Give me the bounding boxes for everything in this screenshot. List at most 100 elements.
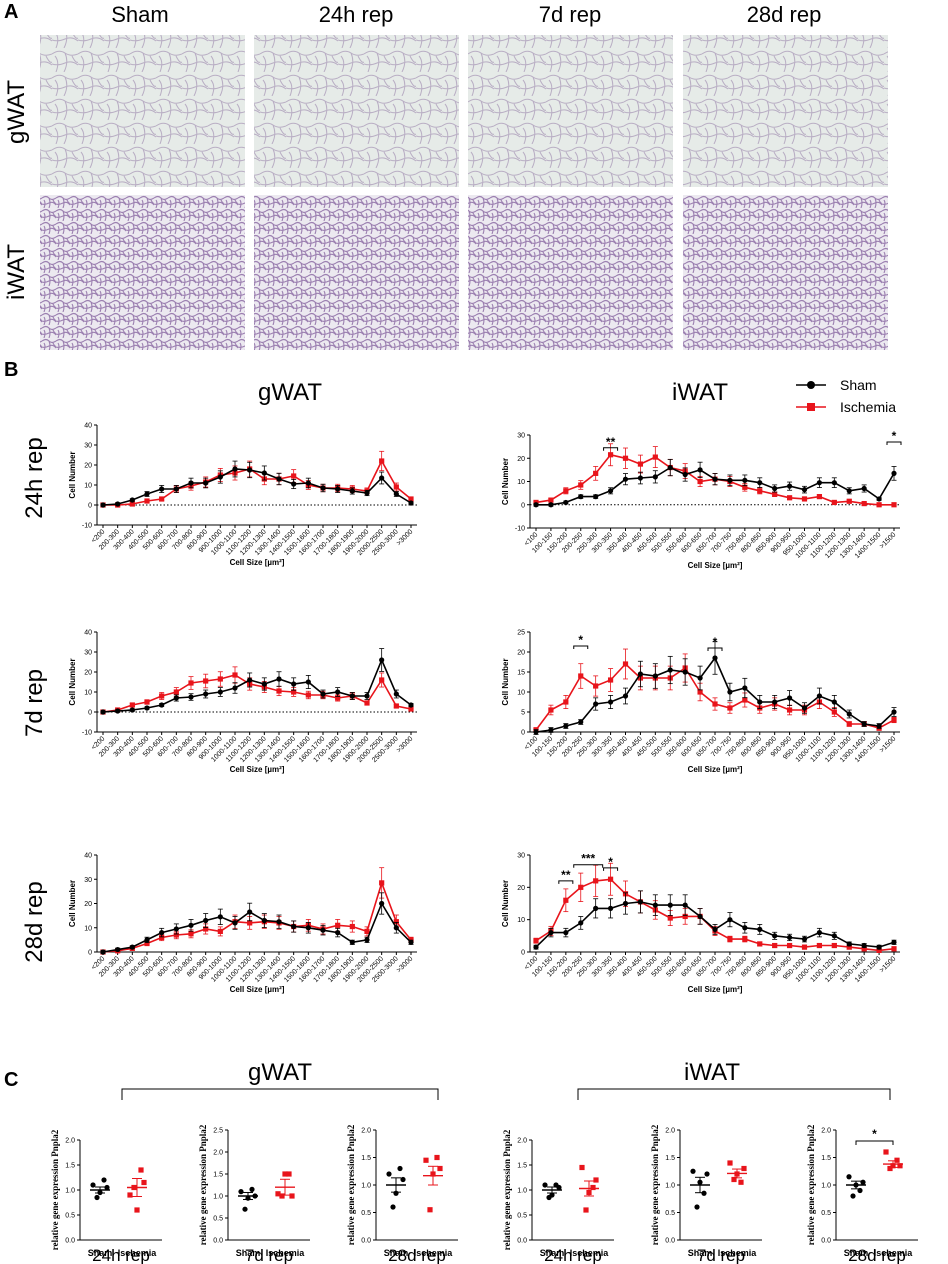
point-sham [232, 920, 238, 926]
point-ischemia [897, 1163, 903, 1169]
point-sham [607, 699, 614, 705]
y-tick-label: 2.0 [65, 1138, 75, 1145]
point-ischemia [578, 884, 584, 890]
point-ischemia [393, 484, 399, 490]
point-ischemia [607, 677, 614, 683]
series-line-sham [102, 901, 412, 953]
point-ischemia [335, 922, 341, 928]
point-sham [393, 925, 399, 931]
point-sham [712, 476, 718, 482]
point-sham [379, 475, 385, 481]
point-ischemia [742, 484, 748, 490]
point-ischemia [159, 934, 165, 941]
point-ischemia [349, 923, 355, 930]
y-tick-label: 1.0 [821, 1183, 831, 1190]
sig-marker: * [578, 633, 583, 647]
point-sham [115, 946, 121, 953]
category-label: Sham [384, 1248, 409, 1258]
point-ischemia [757, 488, 763, 494]
point-ischemia [276, 688, 282, 694]
point-sham [563, 930, 569, 936]
point-ischemia [894, 1157, 900, 1163]
point-ischemia [291, 473, 297, 479]
point-sham [349, 939, 355, 945]
row-label-24h: 24h rep [21, 437, 48, 518]
point-sham [335, 689, 341, 695]
point-sham [542, 1182, 548, 1188]
point-sham [400, 1176, 406, 1183]
col-title-7d: 7d rep [539, 2, 601, 27]
point-ischemia [593, 470, 599, 476]
point-ischemia [159, 693, 165, 699]
point-ischemia [393, 919, 399, 925]
category-label: Sham [236, 1248, 261, 1258]
point-sham [593, 905, 599, 911]
point-ischemia [144, 940, 150, 947]
sig-bracket [855, 1140, 894, 1145]
y-tick-label: -10 [82, 730, 92, 737]
point-ischemia [203, 678, 209, 684]
point-ischemia [282, 1171, 288, 1177]
point-ischemia [144, 699, 150, 705]
point-sham [379, 657, 385, 663]
legend-label-sham: Sham [840, 377, 877, 393]
legend-marker-ischemia [807, 403, 815, 411]
point-ischemia [593, 683, 599, 689]
micrograph-iwat-7d [468, 195, 673, 350]
y-tick-label: 20 [517, 456, 525, 463]
y-tick-label: 2.0 [213, 1150, 223, 1157]
point-sham [850, 1193, 856, 1199]
point-sham [563, 499, 569, 506]
point-sham [667, 667, 673, 673]
y-tick-label: 40 [84, 630, 92, 637]
point-sham [261, 917, 267, 924]
point-ischemia [579, 1164, 585, 1171]
series-line-sham [102, 468, 412, 506]
point-sham [100, 502, 106, 508]
chart-i7: 0510152025<100100-150150-200200-250250-3… [501, 630, 900, 774]
point-ischemia [801, 944, 808, 950]
point-ischemia [563, 897, 569, 903]
point-sham [637, 475, 644, 481]
x-axis-title: Cell Size [µm²] [688, 765, 743, 774]
point-sham [203, 917, 209, 924]
point-sham [727, 689, 733, 695]
timepoint-label: 24h rep [92, 1246, 150, 1264]
point-sham [305, 480, 311, 486]
point-ischemia [891, 502, 897, 508]
point-sham [90, 1182, 96, 1188]
point-sham [831, 480, 837, 486]
point-sham [667, 464, 673, 471]
point-sham [261, 470, 267, 476]
sig-marker: * [713, 635, 718, 649]
point-sham [203, 480, 209, 486]
y-axis-title: Cell Number [501, 458, 510, 505]
point-sham [637, 899, 644, 905]
point-sham [607, 905, 614, 911]
point-sham [593, 494, 599, 500]
legend-label-ischemia: Ischemia [840, 399, 896, 415]
point-sham [727, 917, 733, 923]
series-line-sham [102, 657, 412, 713]
point-sham [247, 909, 253, 915]
timepoint-label: 7d rep [697, 1246, 745, 1264]
point-sham [757, 699, 763, 705]
point-sham [533, 944, 539, 950]
point-sham [320, 485, 326, 491]
y-tick-label: 0 [521, 950, 525, 957]
sig-marker: * [608, 855, 613, 869]
point-sham [217, 689, 223, 695]
point-sham [876, 944, 882, 950]
point-sham [320, 691, 326, 697]
point-sham [159, 930, 165, 936]
x-axis-title: Cell Size [µm²] [688, 561, 743, 570]
point-ischemia [279, 1193, 285, 1199]
point-sham [578, 494, 584, 500]
point-ischemia [772, 491, 778, 497]
point-sham [846, 1174, 852, 1180]
y-tick-label: 10 [517, 690, 525, 697]
sig-bracket [707, 647, 723, 651]
y-tick-label: -10 [515, 526, 525, 533]
point-sham [593, 701, 599, 707]
category-label: Sham [844, 1248, 869, 1258]
